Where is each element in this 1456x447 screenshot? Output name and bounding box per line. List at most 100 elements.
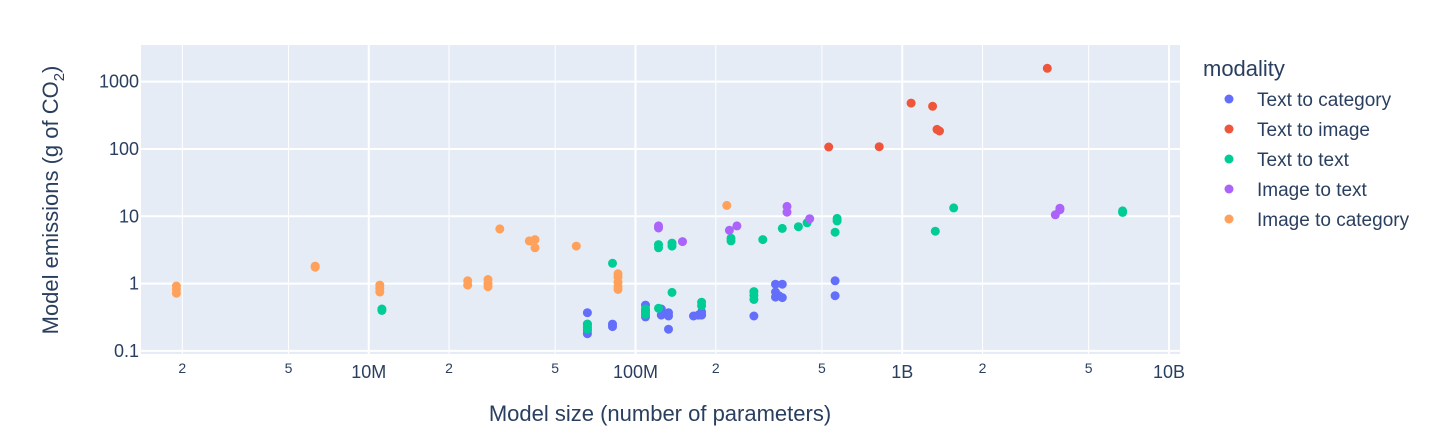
x-tick-label: 2 [178,360,186,376]
series-image-to-text [654,201,1065,247]
data-point [656,310,666,320]
x-tick-label: 5 [818,360,826,376]
series-text-to-text [377,203,1128,334]
data-point [697,301,707,311]
x-tick-label: 2 [979,360,987,376]
data-point [530,243,540,253]
legend-items: Text to category Text to image Text to tex… [1224,90,1410,231]
data-point [874,142,884,152]
y-axis-title-subscript: 2 [51,73,68,81]
legend-label: Text to text [1257,150,1350,171]
data-point [949,203,959,213]
y-tick-label: 10 [119,206,139,226]
data-point [654,303,663,313]
data-point [758,235,768,245]
data-point [906,98,916,108]
legend-marker [1224,154,1234,164]
data-point [771,279,780,289]
data-point [613,284,623,294]
data-point [777,293,787,303]
data-point [667,241,677,251]
data-point [935,126,944,136]
data-point [1042,63,1052,73]
data-point [805,214,815,224]
legend-marker [1224,124,1234,134]
data-point [641,309,650,319]
legend-label: Image to category [1257,210,1410,231]
data-point [664,324,673,334]
series-text-to-image [824,63,1052,152]
data-point [608,322,617,332]
legend-marker [1224,94,1234,104]
legend-title: modality [1203,56,1285,81]
x-tick-label: 5 [285,360,293,376]
grid-lines [141,45,1180,354]
data-point [928,101,938,111]
data-point [1055,203,1065,213]
legend-label: Text to category [1257,90,1392,111]
data-point [495,224,505,234]
y-tick-label: 1 [129,274,139,294]
data-point [732,221,742,231]
legend-label: Text to image [1257,120,1370,141]
legend-marker [1224,184,1234,194]
data-point [724,225,734,235]
legend-label: Image to text [1257,180,1368,201]
x-tick-label: 5 [1085,360,1093,376]
data-point [830,227,840,237]
data-points [171,63,1128,339]
y-tick-label: 100 [109,139,139,159]
data-point [1118,207,1128,217]
y-axis-ticks: 0.1 1 10 100 1000 [99,72,139,361]
legend-marker [1224,214,1234,224]
data-point [782,207,792,217]
data-point [377,305,387,315]
data-point [463,280,473,290]
data-point [824,142,834,152]
x-axis-ticks: 2 5 10M 2 5 100M 2 5 1B 2 5 10B [178,360,1185,382]
data-point [608,258,617,268]
x-tick-label: 2 [712,360,720,376]
data-point [777,279,787,289]
data-point [722,200,732,210]
x-tick-label: 10M [351,362,386,382]
data-point [830,276,840,286]
data-point [749,295,759,304]
y-tick-label: 1000 [99,72,139,92]
data-point [749,311,759,321]
data-point [582,324,592,334]
data-point [571,241,581,251]
data-point [667,287,677,297]
data-point [832,216,842,226]
data-point [310,262,320,272]
data-point [697,310,707,320]
x-tick-label: 100M [613,362,658,382]
data-point [375,287,385,297]
x-tick-label: 10B [1153,362,1185,382]
x-tick-label: 5 [551,360,559,376]
data-point [777,223,787,233]
data-point [793,222,803,232]
x-tick-label: 2 [445,360,453,376]
data-point [664,311,673,321]
plot-background [141,45,1180,354]
data-point [654,243,663,253]
y-axis-title-main: Model emissions (g of CO [38,81,63,334]
series-image-to-category [171,200,732,298]
data-point [678,237,687,247]
data-point [483,282,493,292]
data-point [530,235,540,245]
data-point [726,236,736,246]
data-point [171,288,181,298]
y-tick-label: 0.1 [114,341,139,361]
x-axis-title: Model size (number of parameters) [489,401,831,426]
y-axis-title-close: ) [38,66,63,73]
data-point [654,223,663,233]
data-point [930,226,940,236]
data-point [582,308,592,318]
x-tick-label: 1B [891,362,913,382]
data-point [830,291,840,301]
y-axis-title: Model emissions (g of CO2) [38,66,68,335]
